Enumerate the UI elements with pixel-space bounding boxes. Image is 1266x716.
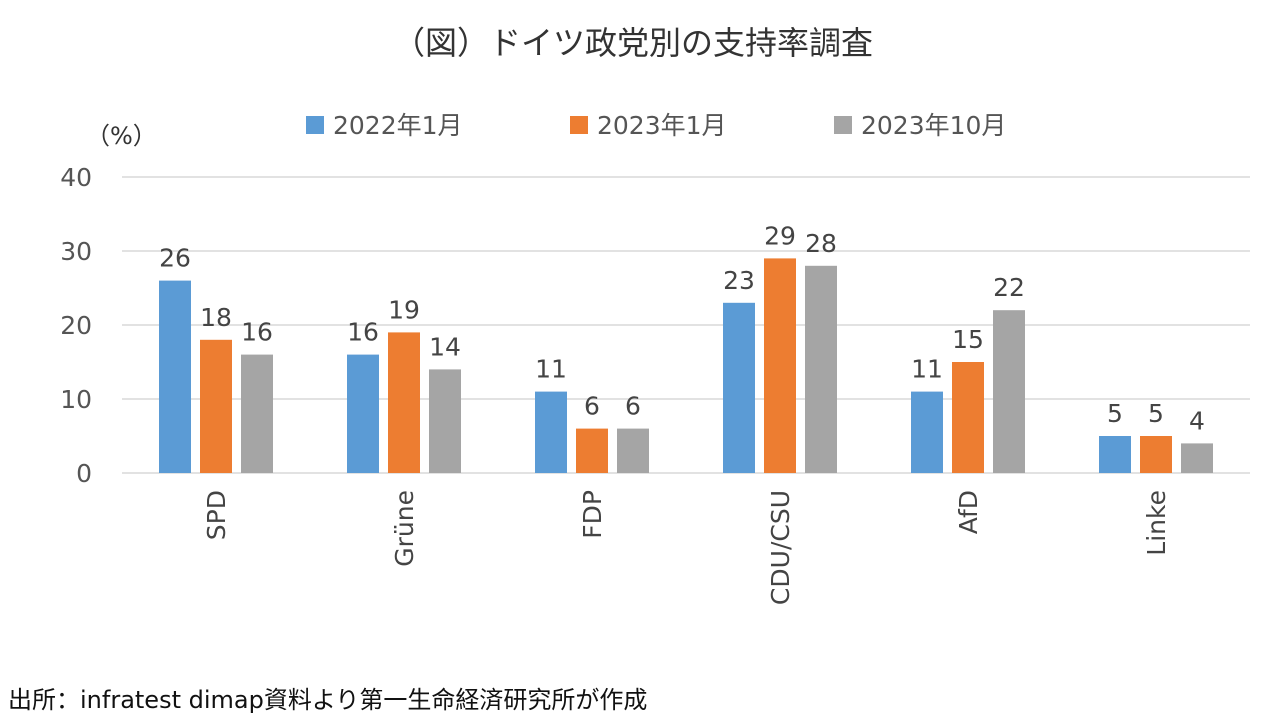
legend-label: 2023年10月 bbox=[861, 111, 1006, 140]
legend-label: 2022年1月 bbox=[333, 111, 463, 140]
bar-SPD-2022年1月 bbox=[159, 280, 191, 473]
bar-Linke-2023年10月 bbox=[1181, 443, 1213, 473]
data-label: 29 bbox=[764, 221, 796, 250]
bar-SPD-2023年10月 bbox=[241, 354, 273, 473]
data-label: 26 bbox=[159, 244, 191, 273]
y-tick-label: 20 bbox=[60, 311, 92, 340]
bar-AfD-2022年1月 bbox=[911, 391, 943, 473]
y-tick-label: 0 bbox=[76, 459, 92, 488]
bar-Linke-2023年1月 bbox=[1140, 436, 1172, 473]
y-tick-label: 30 bbox=[60, 237, 92, 266]
bar-Grüne-2023年1月 bbox=[388, 332, 420, 473]
bar-Grüne-2022年1月 bbox=[347, 354, 379, 473]
bar-CDU/CSU-2023年10月 bbox=[805, 265, 837, 473]
y-tick-label: 40 bbox=[60, 163, 92, 192]
bar-AfD-2023年1月 bbox=[952, 362, 984, 473]
data-label: 22 bbox=[993, 273, 1025, 302]
bar-FDP-2023年10月 bbox=[617, 428, 649, 473]
data-label: 15 bbox=[952, 325, 984, 354]
category-label: Linke bbox=[1142, 490, 1171, 556]
data-label: 4 bbox=[1189, 406, 1205, 435]
data-label: 11 bbox=[911, 355, 943, 384]
bar-Linke-2022年1月 bbox=[1099, 436, 1131, 473]
data-label: 5 bbox=[1107, 399, 1123, 428]
data-label: 14 bbox=[429, 332, 461, 361]
source-note: 出所：infratest dimap資料より第一生命経済研究所が作成 bbox=[8, 686, 648, 714]
category-label: SPD bbox=[202, 490, 231, 540]
legend-swatch bbox=[570, 116, 588, 134]
bar-FDP-2023年1月 bbox=[576, 428, 608, 473]
y-axis-unit-label: （%） bbox=[86, 122, 157, 150]
category-label: FDP bbox=[578, 490, 607, 539]
bar-AfD-2023年10月 bbox=[993, 310, 1025, 473]
bar-Grüne-2023年10月 bbox=[429, 369, 461, 473]
legend-label: 2023年1月 bbox=[597, 111, 727, 140]
data-label: 11 bbox=[535, 355, 567, 384]
chart-title: （図）ドイツ政党別の支持率調査 bbox=[392, 24, 873, 62]
data-label: 16 bbox=[347, 318, 379, 347]
data-label: 28 bbox=[805, 229, 837, 258]
category-label: CDU/CSU bbox=[766, 490, 795, 605]
data-label: 16 bbox=[241, 318, 273, 347]
data-label: 19 bbox=[388, 295, 420, 324]
data-label: 6 bbox=[584, 392, 600, 421]
bar-SPD-2023年1月 bbox=[200, 339, 232, 473]
data-label: 6 bbox=[625, 392, 641, 421]
y-tick-label: 10 bbox=[60, 385, 92, 414]
legend-swatch bbox=[834, 116, 852, 134]
bar-CDU/CSU-2022年1月 bbox=[723, 302, 755, 473]
category-label: Grüne bbox=[390, 490, 419, 567]
data-label: 18 bbox=[200, 303, 232, 332]
bar-FDP-2022年1月 bbox=[535, 391, 567, 473]
data-label: 5 bbox=[1148, 399, 1164, 428]
legend-swatch bbox=[306, 116, 324, 134]
category-label: AfD bbox=[954, 490, 983, 534]
data-label: 23 bbox=[723, 266, 755, 295]
bar-CDU/CSU-2023年1月 bbox=[764, 258, 796, 473]
